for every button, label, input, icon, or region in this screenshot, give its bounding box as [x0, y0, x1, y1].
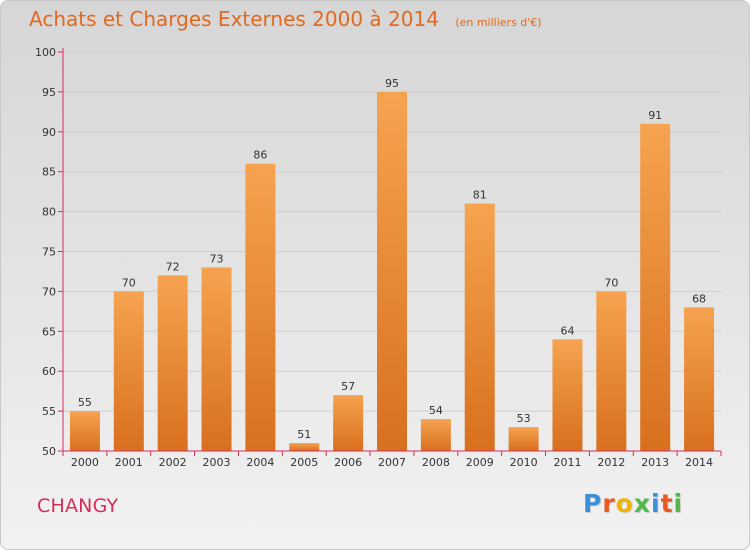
bar — [157, 275, 188, 451]
x-tick-label: 2001 — [115, 456, 143, 469]
data-label: 51 — [297, 428, 311, 441]
logo-letter: x — [633, 489, 651, 518]
data-label: 53 — [517, 412, 531, 425]
x-tick-label: 2009 — [466, 456, 494, 469]
y-tick-label: 90 — [42, 126, 56, 139]
data-label: 57 — [341, 380, 355, 393]
bar — [377, 91, 407, 452]
data-label: 64 — [560, 324, 574, 337]
data-label: 70 — [604, 276, 618, 289]
bar — [684, 307, 715, 451]
x-tick-label: 2008 — [422, 456, 450, 469]
y-tick-label: 85 — [42, 166, 56, 179]
bar — [596, 291, 627, 451]
data-label: 81 — [473, 189, 487, 202]
bar — [289, 443, 320, 451]
chart-subtitle: (en milliers d'€) — [455, 16, 542, 29]
bar — [552, 339, 583, 451]
data-label: 54 — [429, 404, 443, 417]
bar — [640, 123, 671, 451]
logo-letter: o — [615, 489, 634, 518]
y-tick-label: 75 — [42, 246, 56, 259]
bar — [245, 163, 276, 451]
data-label: 70 — [122, 276, 136, 289]
x-tick-label: 2011 — [553, 456, 581, 469]
y-tick-label: 95 — [42, 86, 56, 99]
place-name: CHANGY — [37, 495, 119, 517]
bar — [464, 203, 495, 451]
bar — [420, 419, 451, 451]
data-label: 72 — [166, 260, 180, 273]
data-label: 55 — [78, 396, 92, 409]
x-tick-label: 2012 — [597, 456, 625, 469]
y-tick-label: 55 — [42, 405, 56, 418]
x-tick-label: 2013 — [641, 456, 669, 469]
x-tick-label: 2005 — [290, 456, 318, 469]
x-tick-label: 2006 — [334, 456, 362, 469]
x-tick-label: 2003 — [203, 456, 231, 469]
data-label: 95 — [385, 77, 399, 90]
data-label: 86 — [253, 149, 267, 162]
bar — [69, 411, 100, 451]
bar — [201, 267, 232, 451]
y-tick-label: 80 — [42, 206, 56, 219]
logo-letter: i — [651, 489, 661, 518]
y-tick-label: 50 — [42, 445, 56, 458]
x-tick-label: 2010 — [510, 456, 538, 469]
data-label: 73 — [210, 252, 224, 265]
logo-letter: P — [583, 489, 603, 518]
x-tick-label: 2000 — [71, 456, 99, 469]
y-tick-label: 65 — [42, 325, 56, 338]
data-label: 91 — [648, 109, 662, 122]
logo-letter: r — [602, 489, 616, 518]
x-tick-label: 2007 — [378, 456, 406, 469]
y-tick-label: 70 — [42, 285, 56, 298]
bar — [333, 395, 364, 451]
bar — [113, 291, 144, 451]
data-label: 68 — [692, 292, 706, 305]
logo-letter: i — [673, 489, 684, 518]
chart-title-text: Achats et Charges Externes 2000 à 2014 — [29, 7, 439, 31]
logo-letter: t — [660, 489, 674, 518]
x-tick-label: 2004 — [246, 456, 274, 469]
x-tick-label: 2002 — [159, 456, 187, 469]
chart-title: Achats et Charges Externes 2000 à 2014 (… — [29, 7, 542, 31]
y-tick-label: 100 — [35, 46, 56, 59]
x-tick-label: 2014 — [685, 456, 713, 469]
proxiti-logo: Proxiti — [583, 489, 683, 518]
bar — [508, 427, 539, 451]
y-tick-label: 60 — [42, 365, 56, 378]
